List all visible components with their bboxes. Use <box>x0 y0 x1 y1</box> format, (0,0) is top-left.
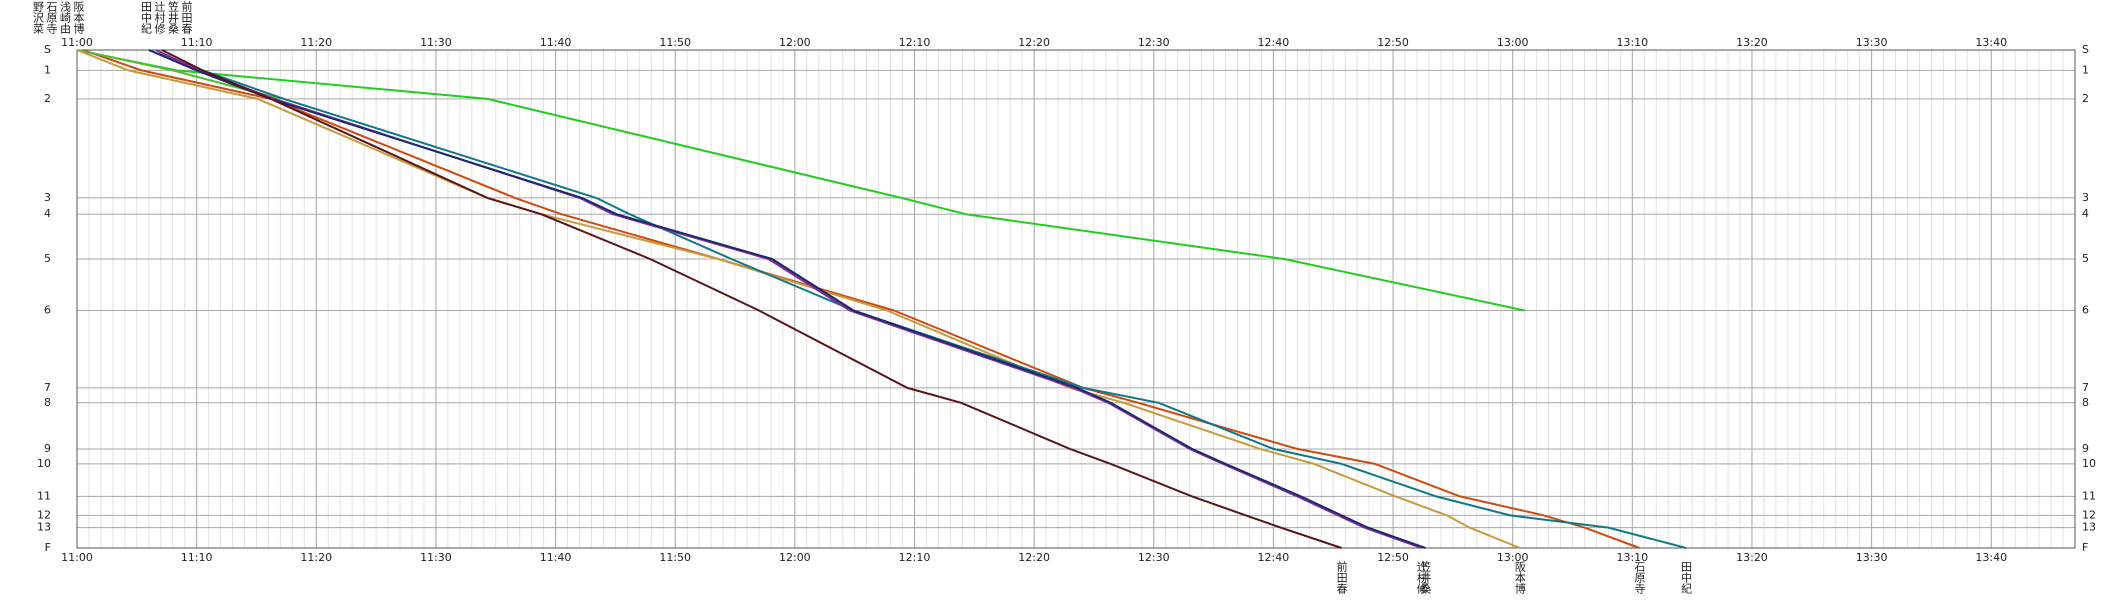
y-tick-label: 13 <box>2082 521 2096 534</box>
y-tick-label: 3 <box>44 191 51 204</box>
y-tick-label: 7 <box>2082 381 2089 394</box>
y-tick-label: 2 <box>2082 92 2089 105</box>
x-tick-label: 13:30 <box>1856 36 1888 49</box>
y-tick-label: 7 <box>44 381 51 394</box>
finish-label: 前田春 <box>1335 560 1348 595</box>
y-tick-label: 11 <box>37 489 51 502</box>
y-tick-label: 1 <box>2082 63 2089 76</box>
x-tick-label: 11:10 <box>181 551 213 564</box>
y-tick-label: 12 <box>2082 508 2096 521</box>
x-tick-label: 13:40 <box>1975 36 2007 49</box>
x-tick-label: 11:30 <box>420 36 452 49</box>
finish-label: 辻村修 <box>1415 560 1428 595</box>
runner-line <box>76 49 1521 549</box>
y-tick-label: 13 <box>37 521 51 534</box>
runner-line <box>148 49 1426 549</box>
x-tick-label: 11:50 <box>659 551 691 564</box>
y-tick-label: 10 <box>2082 457 2096 470</box>
y-tick-label: F <box>45 541 51 554</box>
x-tick-label: 12:20 <box>1018 36 1050 49</box>
x-tick-label: 13:20 <box>1736 36 1768 49</box>
y-tick-label: S <box>44 43 51 56</box>
legend-entry: 前田春 <box>180 0 193 35</box>
y-tick-label: 5 <box>44 252 51 265</box>
y-tick-label: 1 <box>44 63 51 76</box>
x-tick-label: 11:00 <box>61 551 93 564</box>
legend-entry: 田中紀 <box>140 1 153 34</box>
y-tick-label: 6 <box>44 304 51 317</box>
x-tick-label: 13:30 <box>1856 551 1888 564</box>
x-tick-label: 11:40 <box>540 36 572 49</box>
x-tick-label: 13:40 <box>1975 551 2007 564</box>
x-tick-label: 12:20 <box>1018 551 1050 564</box>
y-tick-label: 6 <box>2082 304 2089 317</box>
y-tick-label: 3 <box>2082 191 2089 204</box>
x-tick-label: 11:40 <box>540 551 572 564</box>
x-tick-label: 12:40 <box>1258 36 1290 49</box>
x-tick-label: 11:20 <box>300 551 332 564</box>
x-tick-label: 12:50 <box>1377 551 1409 564</box>
x-tick-label: 13:00 <box>1497 36 1529 49</box>
finish-label: 田中紀 <box>1680 561 1693 594</box>
x-tick-label: 11:00 <box>61 36 93 49</box>
plot-frame <box>76 49 2076 549</box>
x-tick-label: 11:50 <box>659 36 691 49</box>
x-tick-label: 12:50 <box>1377 36 1409 49</box>
legend-entry: 辻村修 <box>153 0 166 35</box>
legend-entry: 浅崎由 <box>59 1 72 34</box>
legend-entry: 石原寺 <box>45 1 58 34</box>
y-tick-label: 11 <box>2082 489 2096 502</box>
legend-entry: 笠井桑 <box>167 0 180 35</box>
x-tick-label: 12:00 <box>779 36 811 49</box>
runner-line <box>148 49 1687 549</box>
x-tick-label: 13:10 <box>1616 36 1648 49</box>
y-tick-label: 5 <box>2082 252 2089 265</box>
x-tick-label: 11:20 <box>300 36 332 49</box>
y-tick-label: 10 <box>37 457 51 470</box>
x-tick-label: 12:40 <box>1258 551 1290 564</box>
finish-label: 石原寺 <box>1633 561 1646 594</box>
x-tick-label: 12:30 <box>1138 36 1170 49</box>
x-tick-label: 12:30 <box>1138 551 1170 564</box>
x-tick-label: 11:30 <box>420 551 452 564</box>
finish-label: 阪本博 <box>1513 560 1526 595</box>
x-tick-label: 13:10 <box>1616 551 1648 564</box>
finish-label: 笠井桑 <box>1419 560 1432 595</box>
y-tick-label: 9 <box>2082 442 2089 455</box>
x-tick-label: 12:10 <box>899 551 931 564</box>
y-tick-label: 4 <box>44 207 51 220</box>
runner-line <box>161 49 1342 549</box>
x-tick-label: 13:20 <box>1736 551 1768 564</box>
x-tick-label: 11:10 <box>181 36 213 49</box>
legend-entry: 阪本博 <box>72 0 85 35</box>
y-tick-label: 8 <box>44 396 51 409</box>
y-tick-label: 8 <box>2082 396 2089 409</box>
y-tick-label: F <box>2082 541 2088 554</box>
x-tick-label: 13:00 <box>1497 551 1529 564</box>
x-tick-label: 12:10 <box>899 36 931 49</box>
x-tick-label: 12:00 <box>779 551 811 564</box>
y-tick-label: S <box>2082 43 2089 56</box>
y-tick-label: 2 <box>44 92 51 105</box>
y-tick-label: 12 <box>37 508 51 521</box>
legend-entry: 野沢菜 <box>32 1 45 35</box>
y-tick-label: 9 <box>44 442 51 455</box>
y-tick-label: 4 <box>2082 207 2089 220</box>
